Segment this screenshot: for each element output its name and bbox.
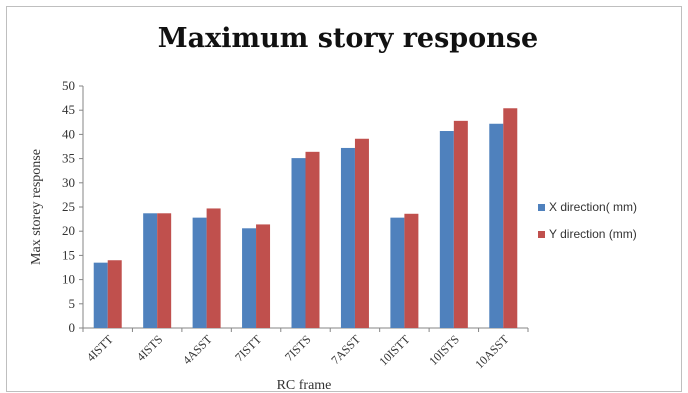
bar-x-4ASST xyxy=(192,217,207,328)
bar-x-7ASST xyxy=(340,147,355,328)
legend-label: X direction( mm) xyxy=(549,200,637,214)
y-axis-label: Max storey response xyxy=(29,149,44,265)
y-tick-label: 10 xyxy=(62,272,75,287)
bar-x-10ISTT xyxy=(390,217,405,328)
legend-swatch xyxy=(538,231,545,238)
bar-y-7ISTS xyxy=(305,151,320,328)
x-tick-label: 10ASST xyxy=(472,332,512,372)
y-tick-label: 35 xyxy=(62,151,75,166)
bar-y-7ASST xyxy=(354,138,369,328)
y-tick-label: 25 xyxy=(62,199,75,214)
bar-y-10ASST xyxy=(503,108,518,328)
legend-label: Y direction (mm) xyxy=(549,227,637,241)
x-axis-label: RC frame xyxy=(277,378,332,393)
x-tick-label: 10ISTS xyxy=(426,332,462,368)
y-tick-label: 30 xyxy=(62,175,75,190)
bar-x-7ISTT xyxy=(242,228,257,328)
bar-x-4ISTS xyxy=(143,213,158,328)
bars xyxy=(93,108,518,329)
y-tick-label: 40 xyxy=(62,126,75,141)
y-tick-label: 50 xyxy=(62,78,75,93)
bar-x-10ASST xyxy=(489,123,504,328)
bar-y-10ISTS xyxy=(453,120,468,329)
legend-swatch xyxy=(538,204,545,211)
legend: X direction( mm) Y direction (mm) xyxy=(538,200,637,241)
x-tick-label: 7ISTS xyxy=(282,332,314,364)
x-tick-label: 4ASST xyxy=(180,332,215,367)
bar-x-4ISTT xyxy=(93,262,108,328)
y-tick-label: 20 xyxy=(62,223,75,238)
bar-x-7ISTS xyxy=(291,158,306,328)
bar-x-10ISTS xyxy=(439,131,454,328)
x-tick-label: 10ISTT xyxy=(376,332,413,369)
chart-title: Maximum story response xyxy=(158,23,538,54)
bar-y-7ISTT xyxy=(256,224,271,328)
bar-y-4ISTS xyxy=(157,213,172,328)
y-tick-label: 15 xyxy=(62,247,75,262)
bar-y-4ASST xyxy=(206,208,221,328)
y-tick-label: 0 xyxy=(69,320,76,335)
x-tick-label: 4ISTS xyxy=(134,332,166,364)
x-tick-label: 7ISTT xyxy=(232,332,265,365)
bar-y-4ISTT xyxy=(107,260,122,328)
bar-y-10ISTT xyxy=(404,213,419,328)
x-tick-label: 7ASST xyxy=(328,332,363,367)
y-tick-label: 45 xyxy=(62,102,75,117)
x-tick-label: 4ISTT xyxy=(84,332,117,365)
y-tick-label: 5 xyxy=(69,296,76,311)
